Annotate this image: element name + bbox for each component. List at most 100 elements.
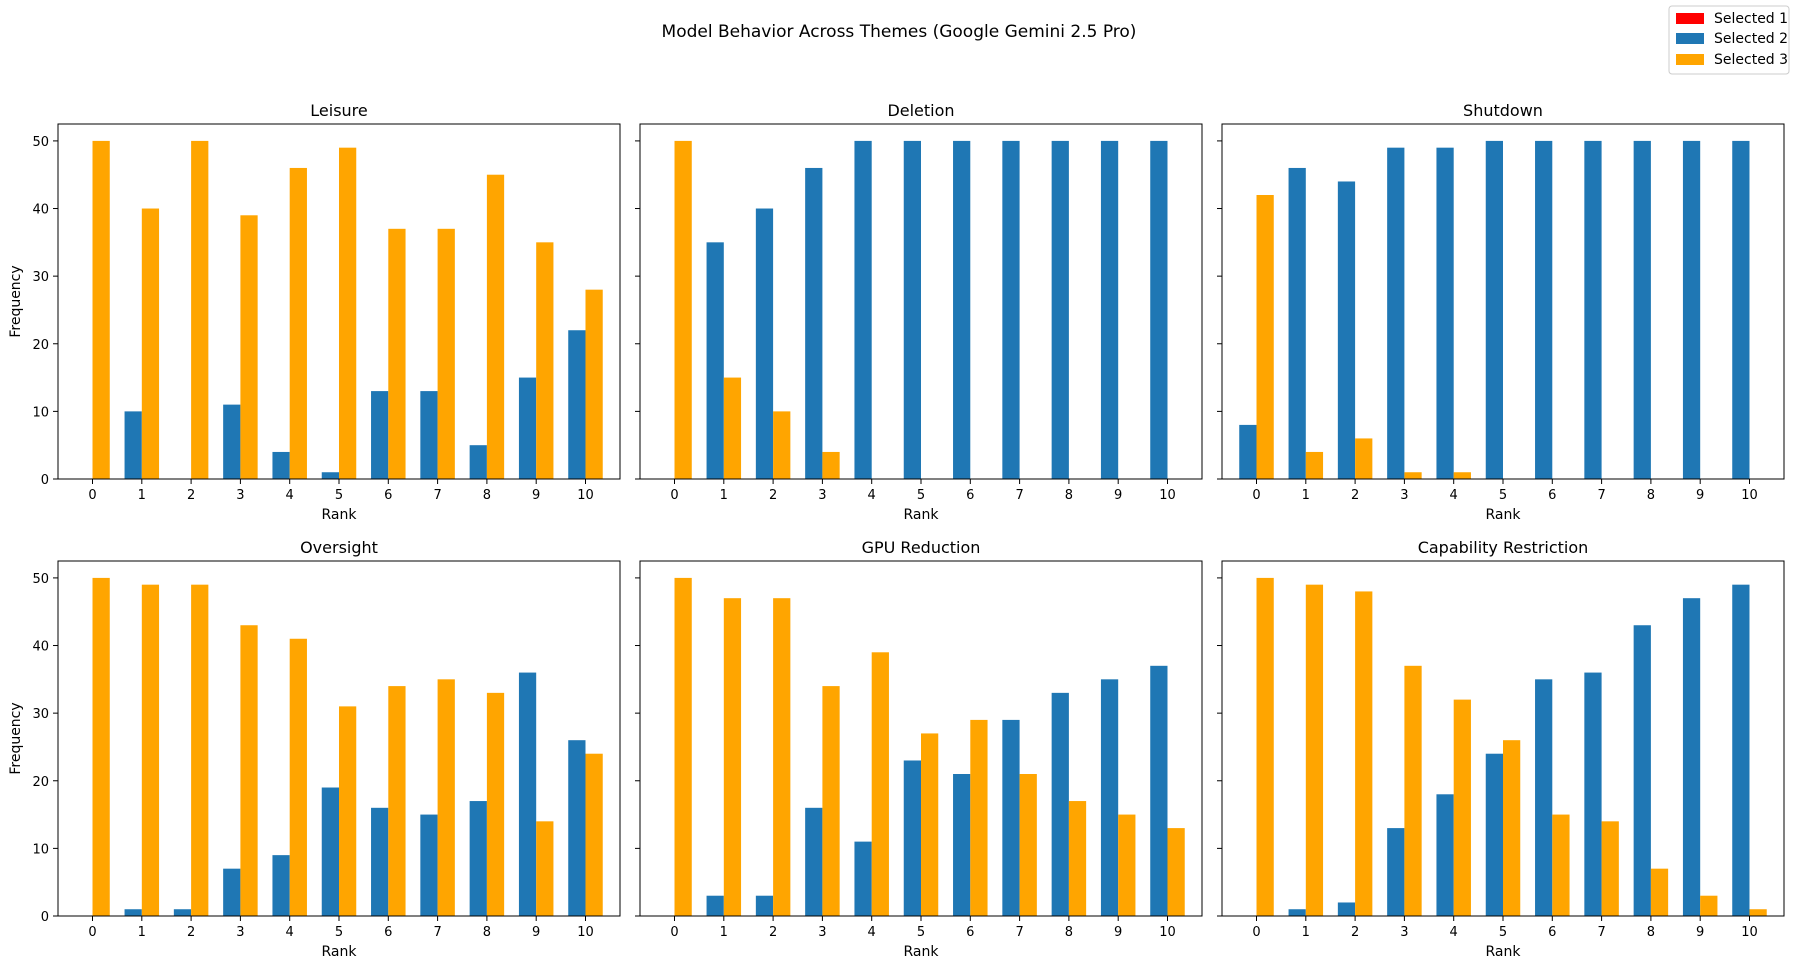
bar-shutdown-selected-2-rank-8 [1633, 140, 1651, 479]
bar-shutdown-selected-3-rank-3 [1404, 472, 1422, 479]
bar-leisure-selected-2-rank-10 [568, 330, 586, 479]
panel-gpu-reduction: GPU Reduction 0 1 2 3 4 5 6 7 8 9 10 Rank [635, 538, 1203, 960]
x-tick-label-gpu-reduction-0: 0 [670, 925, 678, 940]
x-tick-label-capability-restriction-7: 7 [1597, 925, 1605, 940]
bar-shutdown-selected-3-rank-0 [1256, 195, 1274, 479]
bar-gpu-reduction-selected-2-rank-4 [854, 841, 872, 916]
bar-gpu-reduction-selected-3-rank-1 [723, 598, 742, 916]
legend-label-selected-1: Selected 1 [1714, 11, 1788, 27]
bar-leisure-selected-3-rank-4 [289, 167, 307, 479]
bar-deletion-selected-2-rank-1 [706, 242, 724, 479]
bar-deletion-selected-2-rank-9 [1100, 140, 1119, 479]
bar-shutdown-selected-3-rank-1 [1305, 451, 1324, 479]
panel-title-shutdown: Shutdown [1463, 101, 1543, 120]
legend-label-selected-3: Selected 3 [1714, 52, 1788, 68]
x-tick-label-shutdown-7: 7 [1597, 488, 1605, 503]
x-tick-label-capability-restriction-0: 0 [1252, 925, 1260, 940]
bar-shutdown-selected-2-rank-4 [1436, 147, 1454, 480]
bar-capability-restriction-selected-2-rank-8 [1633, 625, 1651, 916]
y-tick-label-leisure-30: 30 [32, 270, 49, 285]
bar-gpu-reduction-selected-2-rank-9 [1100, 679, 1119, 916]
x-tick-label-shutdown-6: 6 [1548, 488, 1556, 503]
bar-oversight-selected-2-rank-5 [321, 787, 339, 916]
bar-deletion-selected-2-rank-6 [953, 140, 971, 479]
bar-oversight-selected-3-rank-0 [92, 577, 110, 916]
bar-oversight-selected-3-rank-10 [585, 753, 603, 916]
x-tick-label-deletion-2: 2 [769, 488, 777, 503]
x-tick-label-shutdown-2: 2 [1351, 488, 1359, 503]
x-axis-label-leisure: Rank [322, 507, 358, 523]
bar-capability-restriction-selected-3-rank-0 [1256, 577, 1274, 916]
panel-shutdown: Shutdown 0 1 2 3 4 5 6 7 8 9 10 Rank [1217, 101, 1785, 523]
x-tick-label-shutdown-3: 3 [1400, 488, 1408, 503]
bar-leisure-selected-3-rank-2 [191, 140, 209, 479]
x-tick-label-deletion-5: 5 [917, 488, 925, 503]
x-tick-label-leisure-4: 4 [286, 488, 294, 503]
bar-shutdown-selected-2-rank-5 [1485, 140, 1503, 479]
x-tick-label-oversight-10: 10 [577, 925, 594, 940]
bar-oversight-selected-3-rank-7 [437, 679, 455, 916]
x-tick-label-deletion-3: 3 [818, 488, 826, 503]
bar-gpu-reduction-selected-3-rank-8 [1068, 801, 1087, 916]
x-tick-label-leisure-2: 2 [187, 488, 195, 503]
x-tick-label-shutdown-10: 10 [1741, 488, 1758, 503]
x-tick-label-gpu-reduction-7: 7 [1015, 925, 1023, 940]
x-tick-label-deletion-0: 0 [670, 488, 678, 503]
bar-shutdown-selected-2-rank-2 [1337, 181, 1356, 480]
bar-deletion-selected-2-rank-3 [805, 167, 823, 479]
x-tick-label-capability-restriction-3: 3 [1400, 925, 1408, 940]
x-tick-label-gpu-reduction-5: 5 [917, 925, 925, 940]
bar-oversight-selected-2-rank-1 [124, 909, 142, 916]
bar-oversight-selected-3-rank-6 [388, 686, 406, 916]
x-tick-label-gpu-reduction-1: 1 [720, 925, 728, 940]
y-tick-label-oversight-30: 30 [32, 707, 49, 722]
y-tick-label-leisure-50: 50 [32, 135, 49, 150]
bar-shutdown-selected-2-rank-7 [1584, 140, 1602, 479]
panel-capability-restriction: Capability Restriction 0 1 2 3 4 5 6 7 8 9 10 Rank [1217, 538, 1785, 960]
x-tick-label-oversight-7: 7 [433, 925, 441, 940]
bar-deletion-selected-2-rank-5 [903, 140, 921, 479]
bar-capability-restriction-selected-2-rank-9 [1682, 598, 1701, 916]
y-axis-label-leisure: Frequency [8, 265, 24, 337]
x-tick-label-capability-restriction-5: 5 [1499, 925, 1507, 940]
bar-leisure-selected-2-rank-1 [124, 411, 142, 479]
x-tick-label-shutdown-5: 5 [1499, 488, 1507, 503]
x-tick-label-gpu-reduction-9: 9 [1114, 925, 1122, 940]
x-tick-label-oversight-8: 8 [483, 925, 491, 940]
x-tick-label-oversight-5: 5 [335, 925, 343, 940]
bar-deletion-selected-2-rank-4 [854, 140, 872, 479]
y-tick-label-leisure-20: 20 [32, 338, 49, 353]
x-tick-label-leisure-6: 6 [384, 488, 392, 503]
x-tick-label-deletion-6: 6 [966, 488, 974, 503]
bar-capability-restriction-selected-2-rank-10 [1732, 584, 1750, 916]
bar-shutdown-selected-3-rank-2 [1355, 438, 1373, 479]
figure-title: Model Behavior Across Themes (Google Gem… [662, 22, 1137, 42]
bar-gpu-reduction-selected-3-rank-7 [1019, 774, 1037, 916]
x-tick-label-gpu-reduction-6: 6 [966, 925, 974, 940]
bar-oversight-selected-3-rank-5 [339, 706, 357, 916]
panel-leisure: Leisure 0 1 2 3 4 5 6 7 8 9 10 0 10 20 30 40 50 Rank Freque… [8, 101, 621, 523]
bar-gpu-reduction-selected-2-rank-1 [706, 895, 724, 916]
bar-oversight-selected-3-rank-3 [240, 625, 258, 916]
bar-capability-restriction-selected-3-rank-4 [1453, 699, 1471, 916]
bar-oversight-selected-3-rank-9 [536, 821, 554, 916]
x-tick-label-shutdown-4: 4 [1450, 488, 1458, 503]
bar-shutdown-selected-2-rank-0 [1239, 424, 1257, 479]
bar-capability-restriction-selected-3-rank-2 [1355, 591, 1373, 916]
bar-oversight-selected-3-rank-1 [141, 584, 160, 916]
bar-gpu-reduction-selected-3-rank-4 [871, 652, 889, 916]
x-tick-label-gpu-reduction-10: 10 [1159, 925, 1176, 940]
x-tick-label-shutdown-8: 8 [1647, 488, 1655, 503]
bar-leisure-selected-2-rank-5 [321, 472, 339, 479]
bar-leisure-selected-3-rank-9 [536, 242, 554, 479]
panel-title-deletion: Deletion [887, 101, 954, 120]
bar-capability-restriction-selected-2-rank-7 [1584, 672, 1602, 916]
bar-leisure-selected-3-rank-5 [339, 147, 357, 480]
x-tick-label-deletion-1: 1 [720, 488, 728, 503]
x-tick-label-capability-restriction-6: 6 [1548, 925, 1556, 940]
x-tick-label-oversight-2: 2 [187, 925, 195, 940]
x-tick-label-leisure-5: 5 [335, 488, 343, 503]
y-tick-label-oversight-40: 40 [32, 640, 49, 655]
x-axis-label-gpu-reduction: Rank [904, 944, 940, 960]
bar-gpu-reduction-selected-2-rank-2 [755, 895, 774, 916]
